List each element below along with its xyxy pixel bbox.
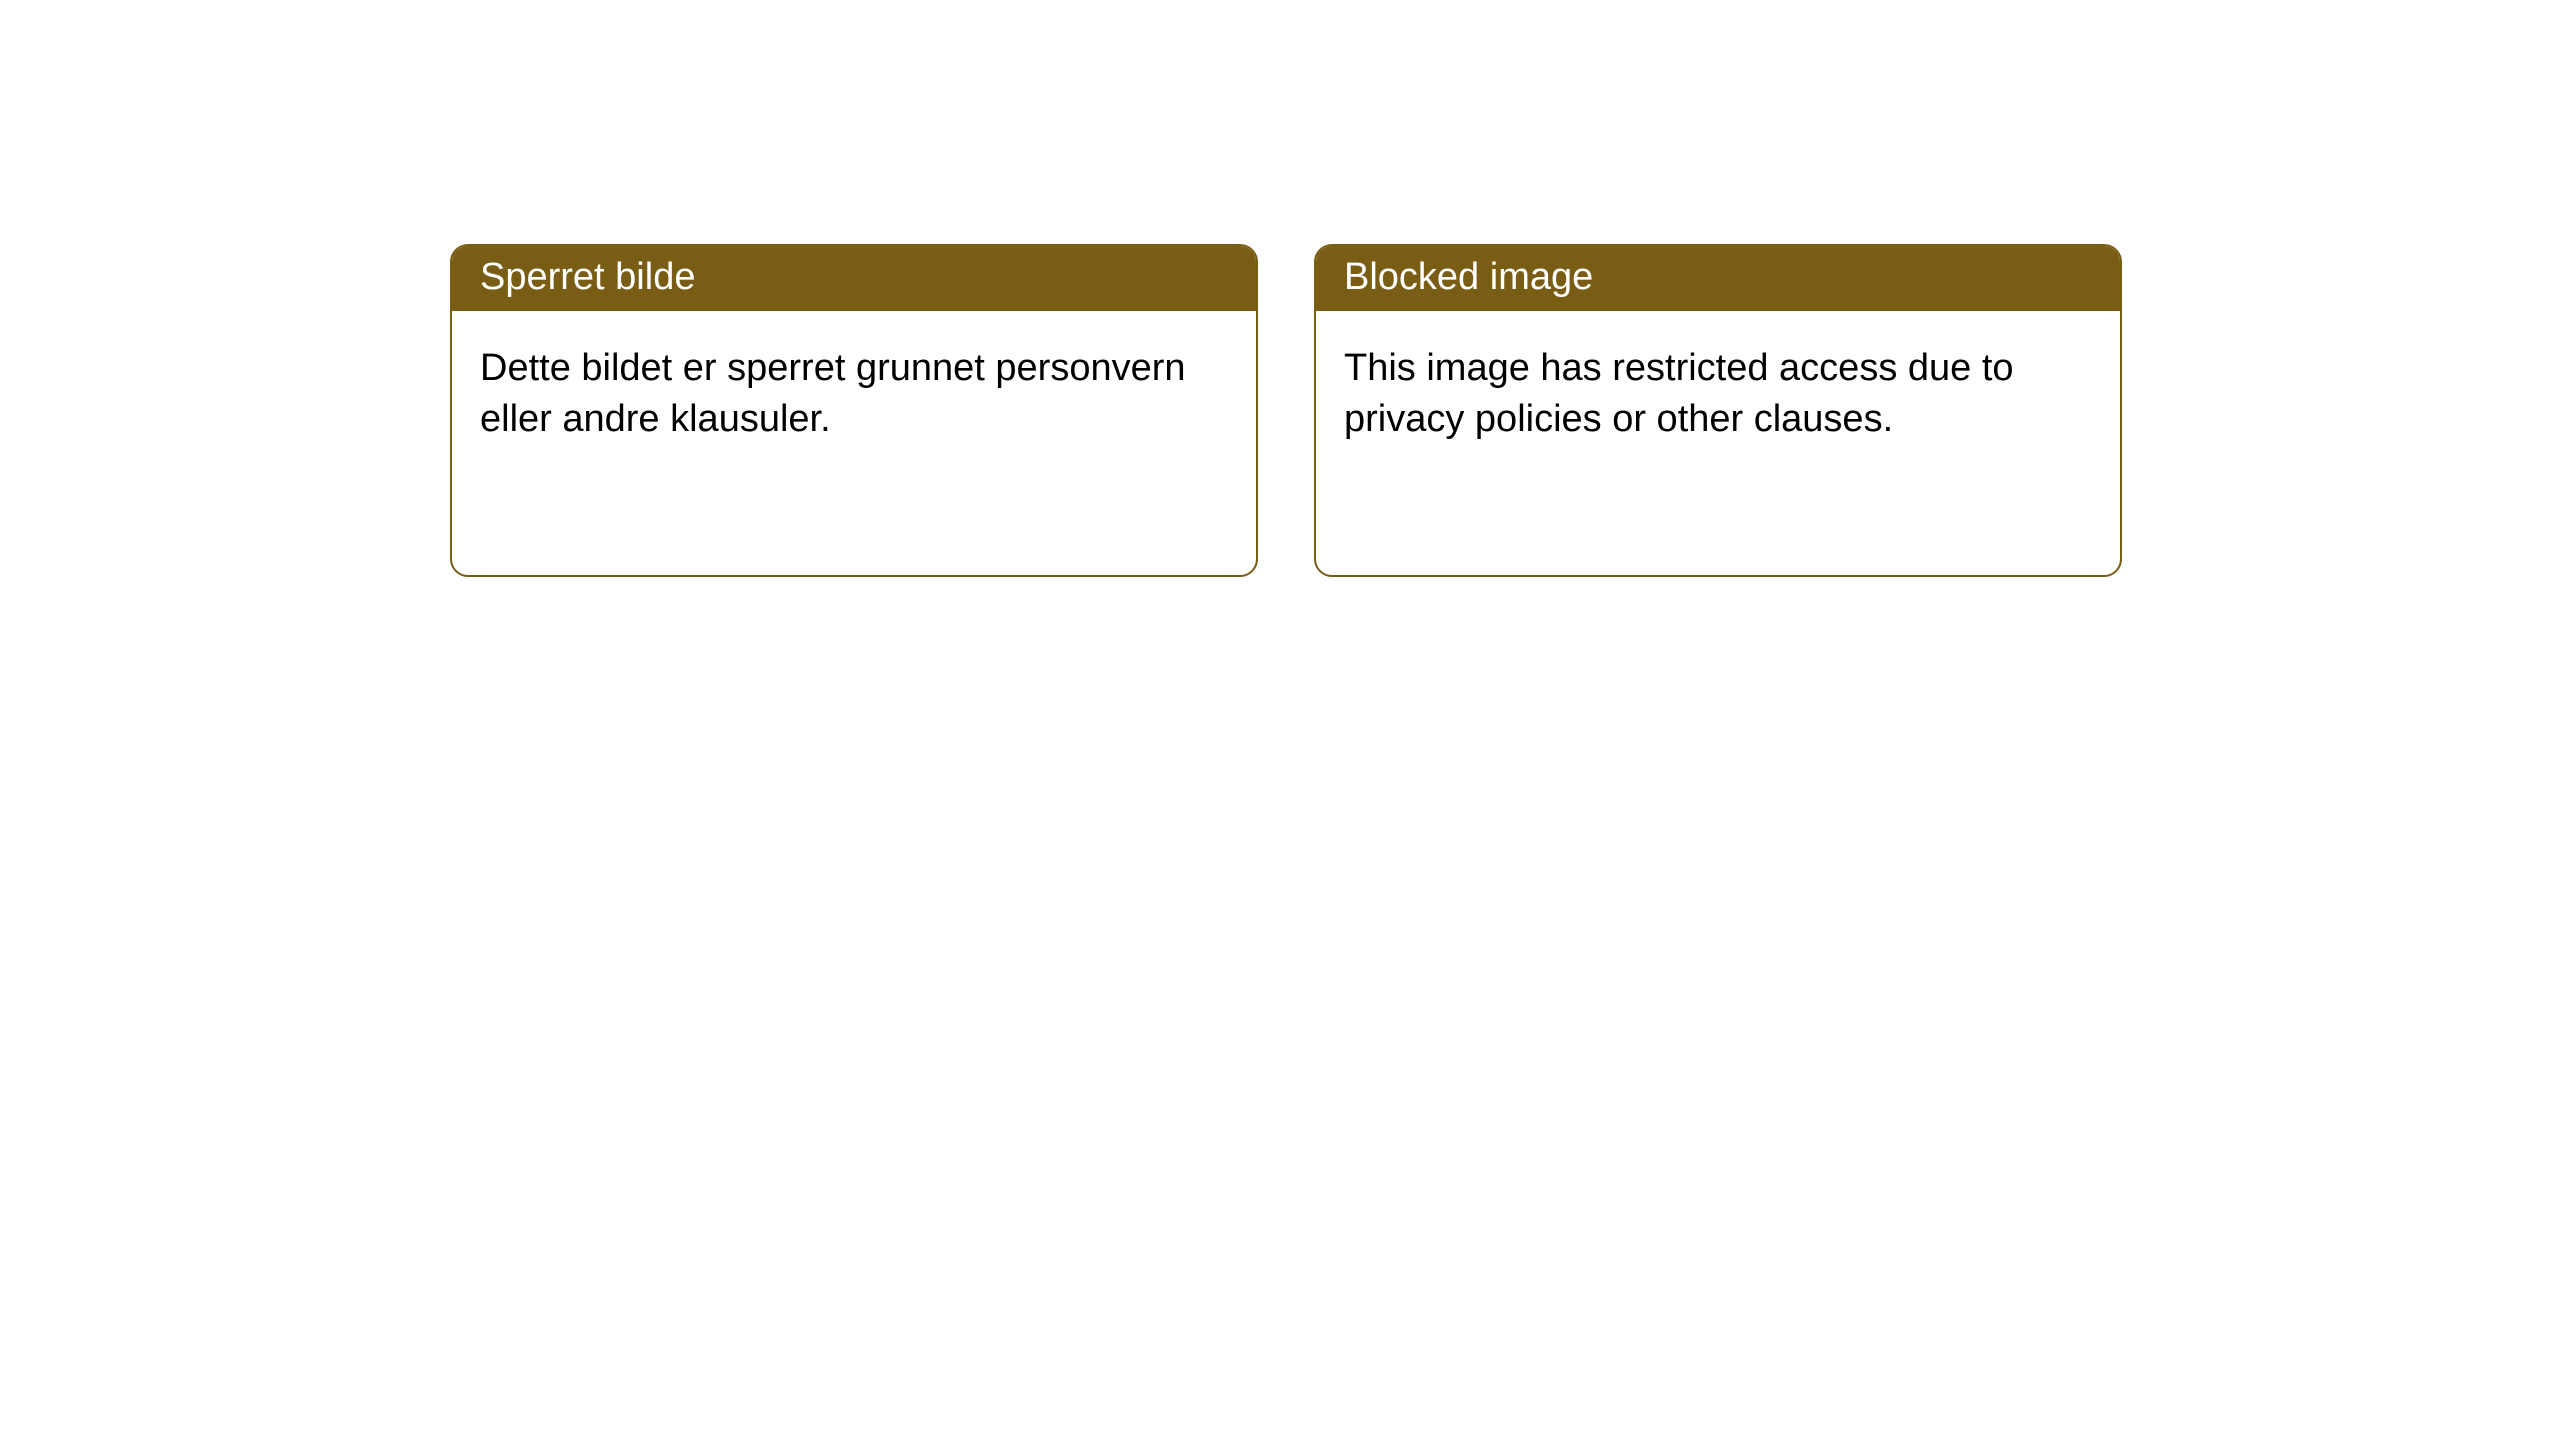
notice-title-en: Blocked image xyxy=(1316,246,2120,311)
notice-body-en: This image has restricted access due to … xyxy=(1316,311,2120,478)
notice-box-no: Sperret bilde Dette bildet er sperret gr… xyxy=(450,244,1258,577)
notice-container: Sperret bilde Dette bildet er sperret gr… xyxy=(0,0,2560,577)
notice-title-no: Sperret bilde xyxy=(452,246,1256,311)
notice-body-no: Dette bildet er sperret grunnet personve… xyxy=(452,311,1256,478)
notice-box-en: Blocked image This image has restricted … xyxy=(1314,244,2122,577)
